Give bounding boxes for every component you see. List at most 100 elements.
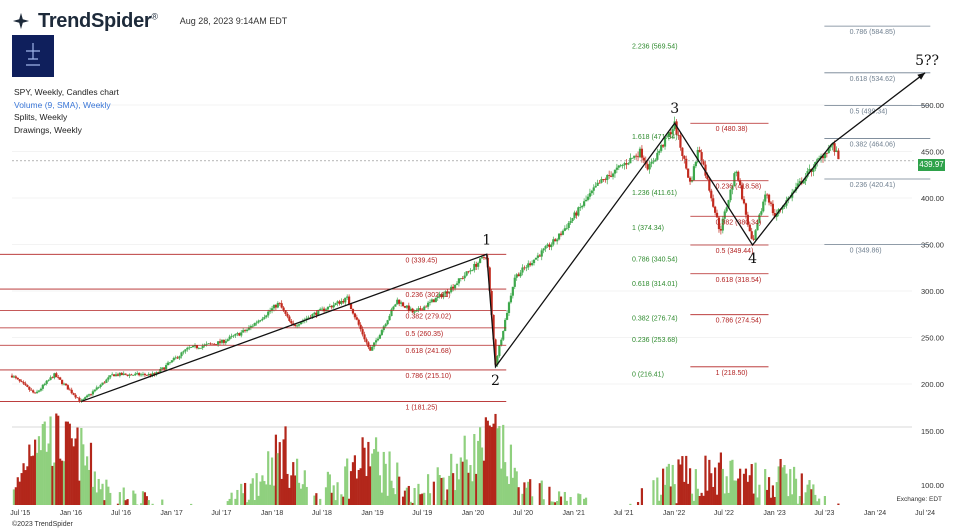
fib-level-label: 1 (218.50) [716, 370, 748, 377]
candle-body [373, 342, 376, 347]
candle-body [407, 305, 410, 312]
volume-bar [363, 447, 366, 505]
candle-body [710, 190, 713, 199]
volume-bar [781, 467, 784, 505]
volume-bar [550, 501, 553, 505]
candle-body [583, 201, 586, 206]
volume-bar [729, 460, 732, 505]
drawings-label[interactable]: Drawings, Weekly [14, 124, 82, 135]
candle-body [41, 384, 44, 389]
volume-bar [502, 424, 505, 505]
candle-body [201, 345, 204, 348]
time-axis-tick-label: Jan '17 [160, 510, 182, 517]
fib-level-label: 0 (216.41) [632, 372, 664, 379]
candle-body [351, 309, 355, 314]
volume-bar [818, 498, 821, 505]
volume-bar [72, 446, 75, 505]
candle-body [222, 339, 225, 343]
candle-body [151, 373, 154, 376]
volume-bar [282, 439, 285, 505]
volume-bar [24, 470, 27, 505]
candle-body [330, 306, 333, 308]
candle-body [47, 380, 50, 381]
volume-bar [226, 501, 229, 505]
volume-bar [376, 451, 380, 505]
volume-bar [14, 487, 17, 505]
candle-body [623, 163, 626, 166]
candle-body [625, 163, 628, 165]
volume-bar [717, 462, 721, 505]
candle-body [371, 346, 374, 351]
volume-bar [463, 435, 466, 505]
volume-bar [41, 424, 44, 505]
last-price-badge: 439.97 [918, 159, 945, 171]
candle-body [806, 171, 809, 177]
volume-bar [407, 485, 410, 505]
time-axis-tick-label: Jan '20 [462, 510, 484, 517]
candle-body [552, 239, 555, 245]
candle-body [220, 339, 224, 343]
candle-body [687, 168, 690, 178]
volume-bar [577, 493, 580, 505]
volume-bar [750, 464, 753, 505]
volume-bar [371, 453, 374, 505]
volume-bar [667, 463, 670, 505]
fib-level-label: 2.236 (569.54) [632, 43, 678, 50]
candle-body [480, 257, 484, 259]
volume-bar [249, 483, 252, 505]
candle-body [394, 304, 397, 307]
volume-bar [473, 434, 476, 505]
candle-body [215, 344, 218, 345]
candle-body [141, 373, 145, 375]
candle-body [504, 319, 507, 332]
candle-body [340, 300, 343, 304]
splits-label[interactable]: Splits, Weekly [14, 112, 68, 122]
candle-body [617, 165, 620, 168]
candle-body [754, 230, 757, 240]
fib-level-label: 0 (339.45) [406, 257, 438, 264]
volume-bar [814, 494, 817, 505]
volume-bar [126, 499, 129, 505]
candle-body [496, 355, 499, 365]
candle-body [299, 322, 303, 325]
candle-body [446, 291, 449, 294]
volume-bar [683, 481, 686, 505]
candle-body [725, 207, 728, 212]
volume-bar [494, 413, 497, 505]
candle-body [477, 262, 480, 267]
volume-indicator-label[interactable]: Volume (9, SMA), Weekly [14, 99, 111, 110]
volume-bar [698, 496, 701, 505]
candle-body [197, 347, 200, 349]
candle-body [348, 296, 351, 304]
volume-bar [694, 469, 697, 505]
volume-bar [89, 442, 93, 505]
volume-bar [504, 462, 507, 505]
volume-bar [251, 478, 254, 505]
volume-bar [766, 489, 769, 505]
volume-bar [101, 483, 104, 505]
candle-body [453, 284, 457, 289]
candle-body [284, 310, 287, 314]
candle-body [735, 171, 738, 174]
volume-bar [332, 485, 335, 505]
candle-body [136, 373, 139, 374]
volume-bar [531, 496, 534, 505]
candle-body [132, 375, 135, 376]
candle-body [681, 147, 684, 156]
fib-level-label: 0.5 (260.35) [406, 331, 444, 338]
candle-body [313, 312, 316, 315]
price-axis-tick-label: 450.00 [921, 148, 944, 157]
volume-bar [378, 475, 382, 505]
candle-body [16, 377, 19, 380]
candle-body [502, 331, 505, 340]
volume-bar [669, 486, 672, 505]
volume-bar [151, 503, 154, 505]
candle-body [671, 129, 674, 135]
series-label[interactable]: SPY, Weekly, Candles chart [14, 87, 119, 97]
time-axis-tick-label: Jul '20 [513, 510, 533, 517]
candle-body [448, 291, 451, 294]
volume-bar [136, 504, 139, 505]
candle-body [581, 205, 584, 208]
fib-level-label: 0.618 (314.01) [632, 281, 678, 288]
